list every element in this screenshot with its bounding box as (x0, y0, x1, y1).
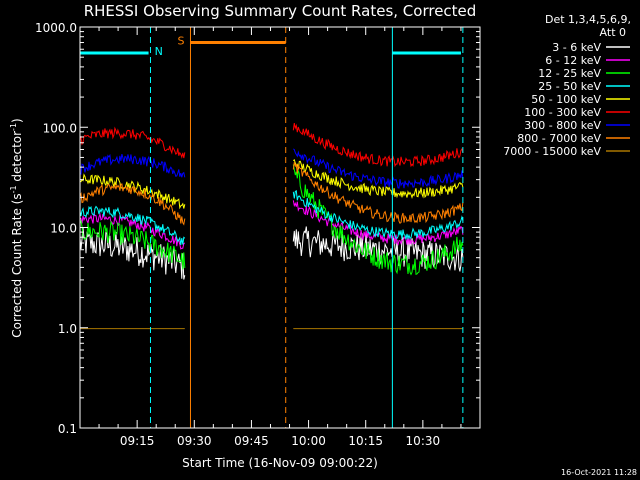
series-line-post (292, 226, 464, 272)
legend-label-12-25-kev: 12 - 25 keV (538, 67, 601, 80)
footer-date: 16-Oct-2021 11:28 (561, 468, 637, 477)
y-tick-label: 100.0 (43, 121, 77, 135)
series-800-7000-kev (79, 162, 464, 226)
y-tick-label: 1.0 (58, 322, 77, 336)
y-axis-label-exp2: -1 (9, 123, 18, 131)
y-axis-label: Corrected Count Rate (s-1 detector-1) (9, 118, 24, 337)
x-tick-label: 09:45 (234, 434, 269, 448)
series-100-300-kev (79, 123, 464, 168)
x-tick-label: 09:30 (177, 434, 212, 448)
y-tick-label: 0.1 (58, 422, 77, 436)
y-axis: 1000.0 100.0 10.0 1.0 0.1 (35, 21, 480, 436)
series-line-post (292, 123, 464, 168)
series-line-post (293, 148, 464, 189)
series-line-pre (79, 173, 186, 210)
y-axis-label-main: Corrected Count Rate (s (10, 193, 24, 337)
flag-layer: NS (80, 35, 461, 58)
legend-label-6-12-kev: 6 - 12 keV (545, 54, 601, 67)
y-tick-label: 10.0 (50, 222, 77, 236)
legend-label-25-50-kev: 25 - 50 keV (538, 80, 601, 93)
y-axis-label-exp1: -1 (9, 185, 18, 193)
x-tick-label: 10:30 (406, 434, 441, 448)
series-line-pre (79, 182, 186, 226)
x-tick-label: 10:00 (291, 434, 326, 448)
series-layer (79, 123, 464, 330)
y-axis-label-mid: detector (10, 131, 24, 186)
chart-title: RHESSI Observing Summary Count Rates, Co… (84, 2, 477, 20)
y-tick-label: 1000.0 (35, 21, 77, 35)
legend-label-300-800-kev: 300 - 800 keV (524, 119, 601, 132)
x-tick-label: 09:15 (120, 434, 155, 448)
legend-label-7000-15000-kev: 7000 - 15000 keV (503, 145, 601, 158)
x-tick-label: 10:15 (348, 434, 383, 448)
series-line-post (292, 162, 464, 224)
series-line-post (292, 189, 464, 241)
series-line-pre (79, 153, 186, 178)
series-50-100-kev (79, 159, 464, 210)
legend-header-line1: Det 1,3,4,5,6,9, (545, 13, 631, 26)
series-line-pre (79, 211, 186, 250)
y-axis-label-end: ) (10, 118, 24, 123)
series-line-pre (79, 219, 186, 270)
series-300-800-kev (79, 148, 464, 189)
x-axis: 09:15 09:30 09:45 10:00 10:15 10:30 (79, 27, 481, 448)
legend-header-line2: Att 0 (600, 26, 626, 39)
legend-label-3-6-kev: 3 - 6 keV (552, 41, 601, 54)
legend-label-50-100-kev: 50 - 100 keV (531, 93, 601, 106)
flag-label-s: S (177, 35, 184, 48)
legend-label-800-7000-kev: 800 - 7000 keV (517, 132, 601, 145)
series-line-post (292, 159, 464, 200)
series-line-pre (79, 126, 186, 159)
series-line-pre (79, 205, 186, 245)
x-axis-label: Start Time (16-Nov-09 09:00:22) (182, 456, 378, 470)
flag-label-n: N (155, 45, 163, 58)
legend-label-100-300-kev: 100 - 300 keV (524, 106, 601, 119)
series-25-50-kev (79, 189, 464, 245)
